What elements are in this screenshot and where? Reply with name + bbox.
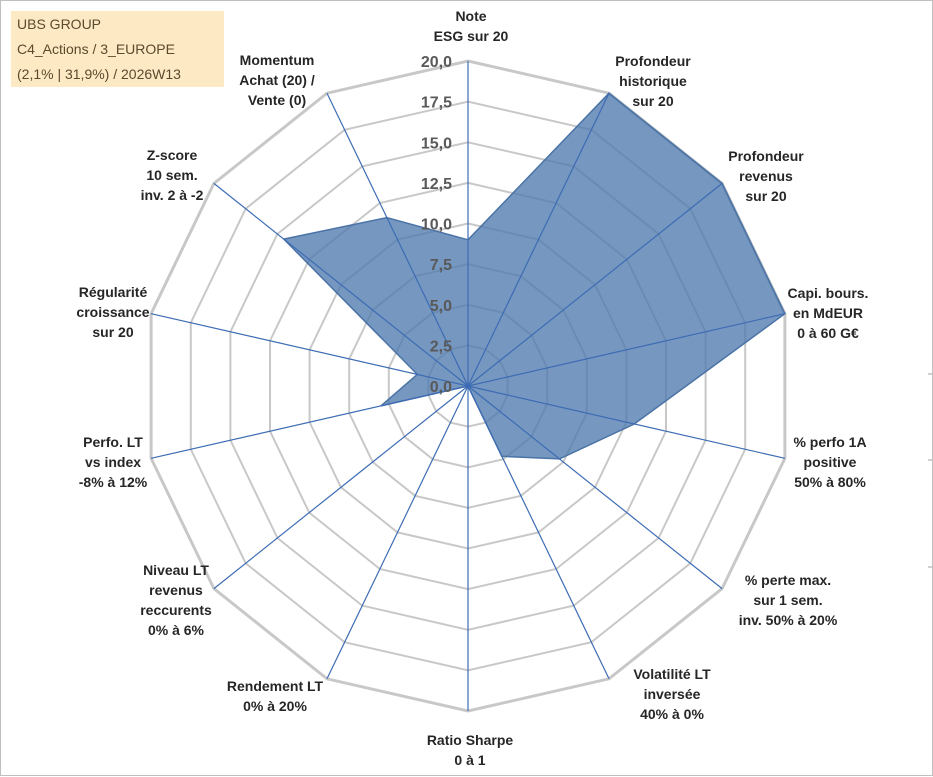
axis-label: sur 1 sem. [753,592,822,608]
edge-tick [928,459,932,461]
axis-label: inversée [644,686,701,702]
axis-label: Vente (0) [248,92,306,108]
axis-label: vs index [85,454,141,470]
axis-label: sur 20 [92,324,133,340]
tick-label: 20,0 [421,54,452,71]
axis-label: 0% à 20% [243,698,307,714]
axis-label: Z-score [147,147,198,163]
tick-label: 12,5 [421,176,452,193]
chart-title-box: UBS GROUP C4_Actions / 3_EUROPE (2,1% | … [11,11,224,87]
axis-label: Volatilité LT [633,666,711,682]
tick-label: 2,5 [430,338,452,355]
company-name: UBS GROUP [17,16,102,32]
period-summary: (2,1% | 31,9%) / 2026W13 [17,66,181,82]
axis-spoke [467,92,610,387]
axis-label: Perfo. LT [83,434,143,450]
axis-spoke [467,385,786,459]
axis-spoke [326,385,469,680]
radar-tick-labels: 0,0 2,5 5,0 7,5 10,0 12,5 15,0 17,5 20,0 [421,54,452,396]
axis-label: 0% à 6% [148,622,205,638]
tick-label: 7,5 [430,257,452,274]
axis-spoke [213,385,469,590]
axis-label: historique [619,73,687,89]
axis-label: sur 20 [745,188,786,204]
axis-label: revenus [149,582,203,598]
axis-spoke [467,182,723,387]
axis-label: inv. 2 à -2 [141,187,204,203]
axis-label: 50% à 80% [794,474,866,490]
axis-label: Note [455,8,486,24]
radar-series [282,92,786,460]
axis-label: Achat (20) / [239,72,315,88]
axis-label: % perte max. [745,572,831,588]
radar-axis-labels: Note ESG sur 20 Profondeur historique sur 20… [76,8,868,768]
tick-label: 10,0 [421,217,452,234]
portfolio-category: C4_Actions / 3_EUROPE [17,41,175,57]
axis-spoke [213,182,469,387]
axis-label: 0 à 1 [454,752,485,768]
axis-label: Profondeur [728,148,804,164]
axis-label: 40% à 0% [640,706,704,722]
axis-label: 0 à 60 G€ [797,325,859,341]
axis-spoke [150,313,469,387]
series-area [282,92,786,460]
axis-label: croissance [76,304,149,320]
axis-label: positive [804,454,857,470]
axis-spoke [467,385,723,590]
axis-spoke [467,385,610,680]
tick-label: 15,0 [421,135,452,152]
axis-label: 10 sem. [146,167,197,183]
axis-spoke [326,92,469,387]
tick-label: 0,0 [430,379,452,396]
radar-spokes [150,61,786,711]
tick-label: 17,5 [421,95,452,112]
axis-label: revenus [739,168,793,184]
axis-label: Ratio Sharpe [427,732,514,748]
axis-label: -8% à 12% [79,474,148,490]
axis-label: sur 20 [632,93,673,109]
axis-label: ESG sur 20 [434,28,509,44]
axis-label: Profondeur [615,53,691,69]
axis-label: Régularité [79,284,148,300]
tick-label: 5,0 [430,298,452,315]
edge-tick [928,566,932,568]
axis-spoke [150,385,469,459]
axis-label: % perfo 1A [793,434,866,450]
axis-label: Rendement LT [227,678,324,694]
axis-label: inv. 50% à 20% [739,612,838,628]
axis-label: Niveau LT [143,562,209,578]
axis-label: en MdEUR [793,305,863,321]
axis-label: reccurents [140,602,212,618]
axis-label: Capi. bours. [788,285,869,301]
edge-tick [928,373,932,375]
axis-label: Momentum [240,52,315,68]
axis-spoke [467,313,786,387]
